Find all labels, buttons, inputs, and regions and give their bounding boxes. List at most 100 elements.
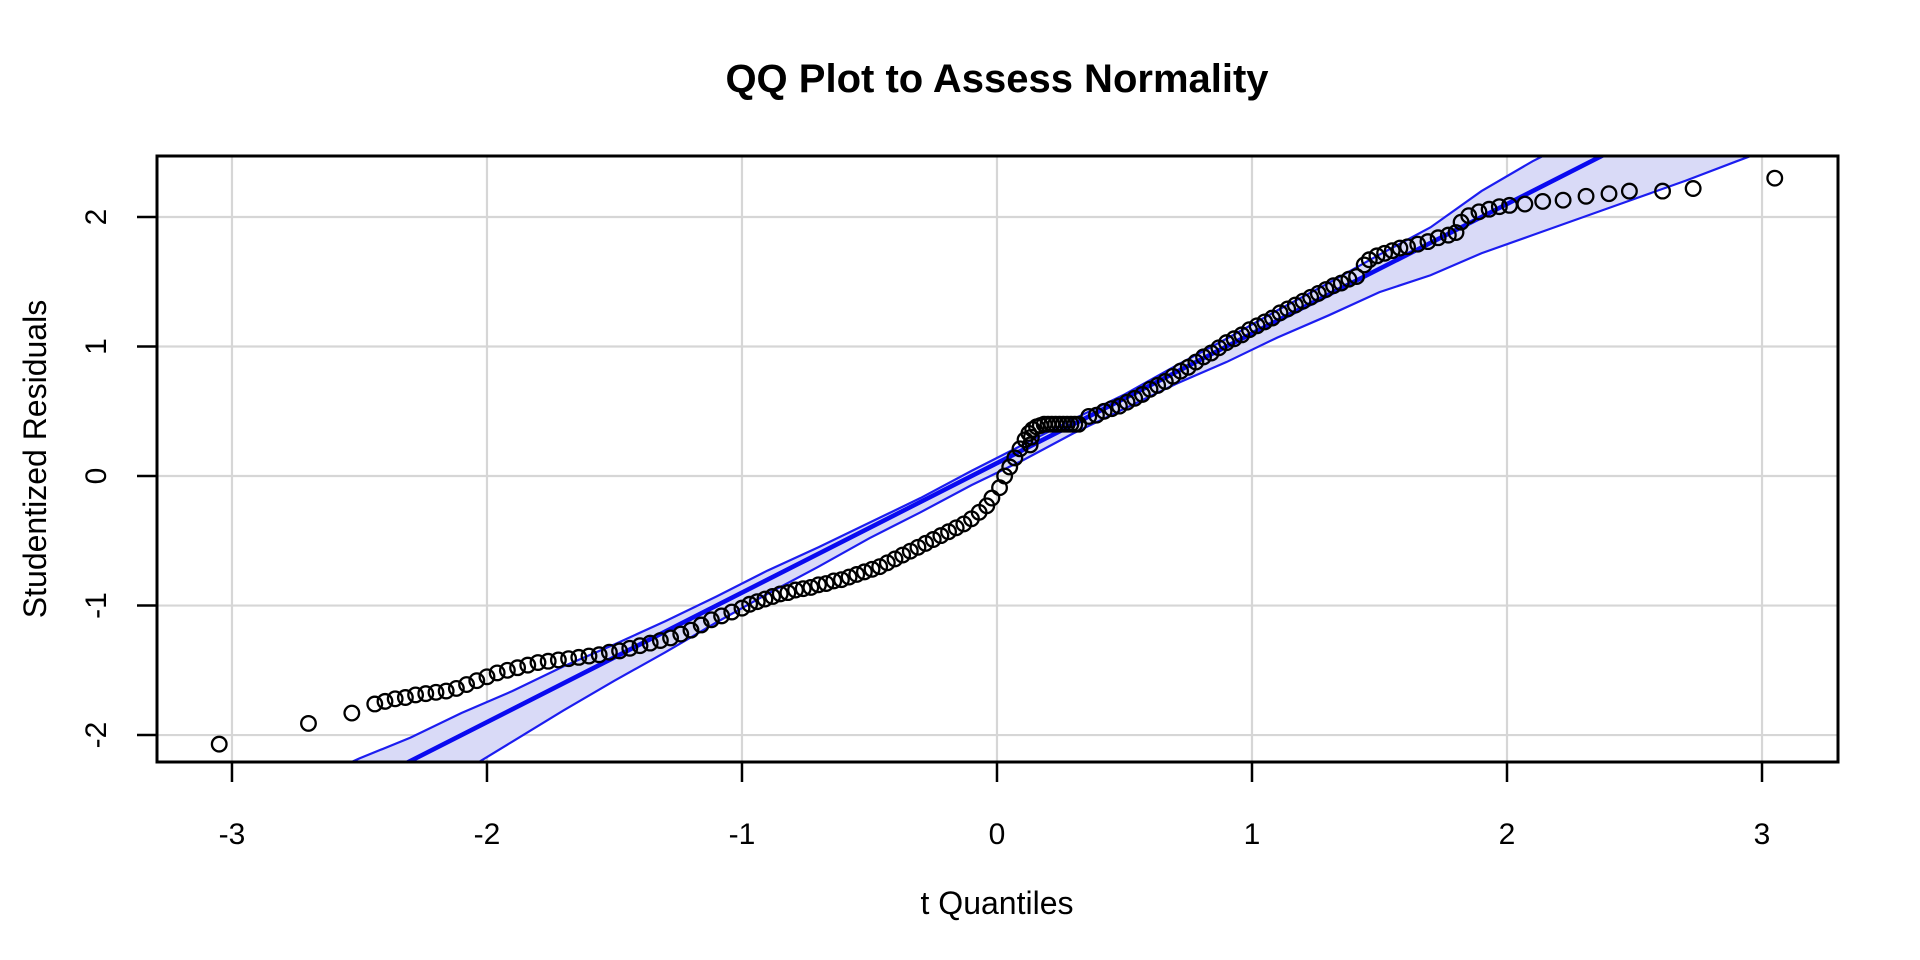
y-tick-label: 1	[80, 338, 113, 355]
data-point	[1766, 169, 1784, 187]
data-point	[840, 568, 858, 586]
data-point	[570, 648, 588, 666]
data-point	[756, 590, 774, 608]
y-tick-label: -2	[80, 722, 113, 749]
data-point	[1103, 400, 1121, 418]
data-point	[848, 566, 866, 583]
data-point	[1391, 239, 1409, 257]
data-point	[1355, 256, 1373, 274]
data-point	[210, 735, 228, 753]
data-point	[611, 642, 629, 660]
qq-reference-line	[403, 156, 1607, 762]
data-point	[1001, 458, 1019, 476]
data-point	[1006, 449, 1024, 467]
data-point	[651, 632, 669, 649]
data-point	[478, 668, 496, 686]
data-point	[713, 607, 731, 625]
data-point	[386, 690, 404, 708]
data-point	[1684, 180, 1702, 197]
data-point	[855, 563, 873, 581]
data-point	[771, 585, 789, 603]
data-point	[1534, 193, 1552, 210]
data-point	[300, 714, 317, 732]
confidence-band	[348, 156, 1754, 762]
data-point	[580, 647, 598, 665]
data-point	[641, 634, 659, 652]
data-point	[1011, 440, 1029, 458]
page-title: QQ Plot to Assess Normality	[725, 57, 1269, 101]
data-point	[702, 611, 720, 629]
data-point	[863, 560, 881, 578]
x-axis-title: t Quantiles	[921, 885, 1074, 921]
data-point	[376, 692, 394, 710]
data-point	[1620, 182, 1638, 200]
data-point	[396, 689, 414, 706]
data-point	[631, 637, 649, 655]
data-point	[1409, 235, 1427, 253]
data-point	[529, 654, 547, 671]
data-point	[825, 572, 843, 590]
data-point	[810, 576, 827, 594]
y-tick-label: 0	[80, 468, 113, 485]
y-tick-label: -1	[80, 592, 113, 619]
data-point	[488, 664, 506, 682]
x-tick-label: 1	[1244, 818, 1261, 851]
data-point	[600, 643, 618, 661]
data-point	[407, 686, 425, 704]
data-point	[1325, 277, 1343, 295]
data-point	[1577, 187, 1595, 205]
data-point	[366, 695, 384, 713]
data-point	[1654, 182, 1672, 200]
x-tick-label: -1	[729, 818, 756, 851]
x-tick-label: -3	[219, 818, 246, 851]
data-point	[1490, 198, 1508, 216]
reference-line	[403, 156, 1607, 762]
data-point	[1554, 191, 1572, 209]
data-point	[1022, 428, 1040, 446]
data-point	[519, 656, 537, 674]
confidence-band-fill	[351, 156, 1751, 762]
data-point	[1080, 408, 1098, 425]
data-point	[764, 588, 782, 605]
y-tick-label: 2	[80, 209, 113, 226]
data-point	[1439, 226, 1457, 244]
y-axis-ticks: -2 -1 0 1 2	[80, 209, 157, 749]
data-point	[1460, 207, 1478, 225]
confidence-band-upper-edge	[348, 156, 1546, 762]
data-point	[343, 704, 361, 722]
data-point	[748, 593, 766, 611]
data-point	[590, 646, 608, 664]
data-point	[802, 578, 820, 596]
data-point	[621, 639, 639, 657]
x-tick-label: 3	[1754, 818, 1771, 851]
data-point	[1480, 200, 1498, 218]
data-point	[1340, 270, 1358, 288]
data-point	[1516, 195, 1534, 213]
data-point	[1447, 224, 1465, 241]
data-point	[1419, 233, 1437, 251]
data-point	[1429, 229, 1447, 247]
x-axis-ticks: -3 -2 -1 0 1 2 3	[219, 762, 1771, 851]
data-point	[1368, 247, 1386, 265]
data-point	[1376, 244, 1394, 262]
data-point	[1383, 242, 1401, 260]
data-point	[1600, 185, 1618, 203]
data-point	[437, 682, 455, 700]
data-point	[498, 661, 516, 679]
data-point	[662, 629, 680, 647]
data-point	[817, 575, 835, 592]
data-point	[692, 616, 710, 634]
data-point	[1095, 402, 1113, 420]
x-tick-label: 0	[989, 818, 1006, 851]
data-point	[996, 467, 1014, 485]
data-point	[417, 685, 435, 703]
data-point	[468, 672, 486, 690]
data-point	[741, 595, 759, 613]
data-point	[1348, 268, 1365, 286]
confidence-band-lower-edge	[476, 156, 1754, 762]
data-point	[427, 683, 445, 701]
data-point	[509, 659, 527, 677]
data-point	[723, 603, 741, 621]
data-point	[779, 584, 797, 602]
